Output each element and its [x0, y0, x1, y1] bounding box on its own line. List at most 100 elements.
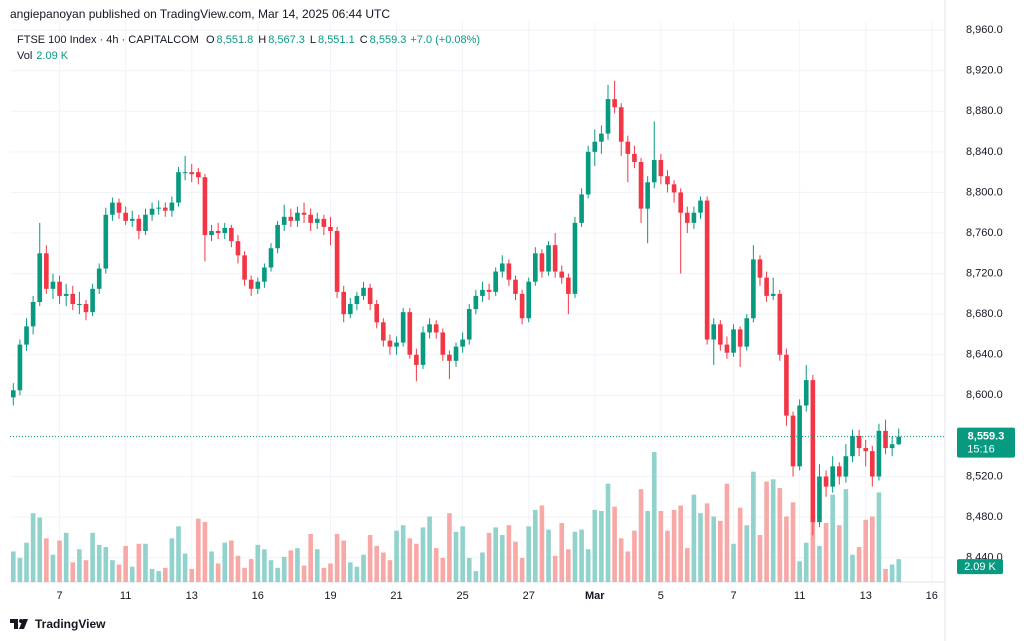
- volume-title: Vol: [17, 50, 33, 62]
- volume-bar: [711, 516, 717, 582]
- x-tick-label: 11: [794, 590, 805, 602]
- candle-body: [110, 202, 115, 215]
- volume-bar: [83, 560, 89, 582]
- candle-body: [70, 293, 76, 305]
- volume-bar: [757, 535, 763, 582]
- x-tick-label: 16: [926, 590, 938, 602]
- legend-key: C: [359, 34, 368, 46]
- candle-body: [889, 444, 895, 449]
- candle-body: [651, 159, 657, 183]
- volume-bar: [215, 563, 221, 582]
- candle-body: [711, 324, 717, 340]
- volume-bar: [645, 511, 650, 582]
- candle-body: [737, 329, 743, 347]
- candle-body: [136, 218, 142, 231]
- candle-body: [37, 253, 43, 302]
- y-tick-label: 8,480.0: [966, 511, 1003, 523]
- volume-tag-value: 2.09 K: [964, 561, 996, 573]
- candle-body: [83, 304, 89, 313]
- candle-body: [314, 218, 320, 223]
- candle-body: [784, 354, 789, 416]
- volume-bar: [136, 543, 142, 582]
- volume-bar: [414, 543, 419, 582]
- volume-bar: [162, 567, 168, 582]
- candle-body: [618, 107, 624, 142]
- volume-bar: [63, 532, 69, 582]
- volume-bar: [182, 553, 188, 582]
- volume-bar: [823, 523, 829, 582]
- volume-bar: [533, 509, 538, 582]
- candle-body: [823, 476, 829, 487]
- volume-bar: [658, 511, 664, 582]
- volume-bar: [420, 527, 426, 582]
- candle-body: [262, 267, 267, 282]
- x-tick-label: 7: [730, 590, 736, 602]
- volume-bar: [790, 502, 796, 582]
- volume-bar: [585, 549, 591, 582]
- candle-body: [229, 227, 234, 242]
- candle-body: [645, 182, 650, 209]
- volume-bar: [70, 562, 76, 582]
- volume-bar: [440, 557, 446, 582]
- candle-body: [427, 324, 432, 333]
- volume-bar: [632, 530, 637, 582]
- volume-bar: [466, 557, 472, 582]
- candle-body: [63, 293, 69, 296]
- candle-body: [215, 230, 221, 234]
- volume-bar: [539, 505, 545, 582]
- volume-bar: [196, 518, 201, 582]
- candle-body: [896, 436, 902, 445]
- candle-body: [731, 329, 736, 353]
- legend-key: L: [309, 34, 317, 46]
- candle-body: [295, 212, 300, 221]
- volume-bar: [737, 507, 743, 582]
- candle-body: [381, 322, 386, 341]
- candle-body: [698, 200, 703, 213]
- price-tag-value: 8,559.3: [968, 431, 1005, 443]
- candle-body: [843, 456, 849, 477]
- volume-bar: [486, 532, 492, 582]
- candle-body: [235, 241, 241, 256]
- volume-bar: [671, 509, 677, 582]
- candle-body: [552, 245, 558, 272]
- candle-body: [394, 342, 399, 347]
- volume-bar: [605, 483, 611, 582]
- candle-body: [665, 176, 670, 185]
- candle-body: [744, 318, 750, 347]
- volume-bar: [242, 567, 247, 582]
- volume-bar: [176, 526, 181, 582]
- volume-bar: [202, 521, 208, 582]
- candle-body: [354, 295, 360, 305]
- candle-body: [493, 271, 498, 292]
- candle-body: [790, 415, 796, 467]
- candle-body: [90, 288, 95, 313]
- y-tick-label: 8,760.0: [966, 227, 1003, 239]
- candle-body: [57, 281, 62, 296]
- footer-brand: TradingView: [35, 617, 106, 631]
- candle-body: [870, 451, 875, 477]
- volume-bar: [863, 519, 869, 582]
- candle-body: [453, 346, 459, 361]
- candle-body: [103, 214, 109, 269]
- volume-bar: [96, 544, 102, 582]
- candle-body: [764, 277, 769, 296]
- volume-bar: [566, 549, 571, 582]
- volume-bar: [116, 564, 122, 582]
- candle-body: [506, 263, 512, 280]
- candle-body: [308, 214, 313, 223]
- candle-body: [579, 194, 584, 223]
- ohlc-legend: O 8,551.8 H 8,567.3 L 8,551.1 C 8,559.3: [203, 34, 406, 46]
- candle-body: [585, 151, 591, 195]
- volume-bar: [77, 549, 82, 582]
- y-tick-label: 8,680.0: [966, 308, 1003, 320]
- volume-bar: [354, 566, 360, 582]
- volume-bar: [559, 523, 565, 582]
- volume-bar: [718, 520, 723, 582]
- y-tick-label: 8,720.0: [966, 268, 1003, 280]
- candle-body: [400, 312, 406, 343]
- volume-bar: [678, 505, 684, 582]
- candle-body: [625, 141, 631, 154]
- volume-bar: [433, 548, 439, 582]
- volume-bar: [295, 548, 300, 582]
